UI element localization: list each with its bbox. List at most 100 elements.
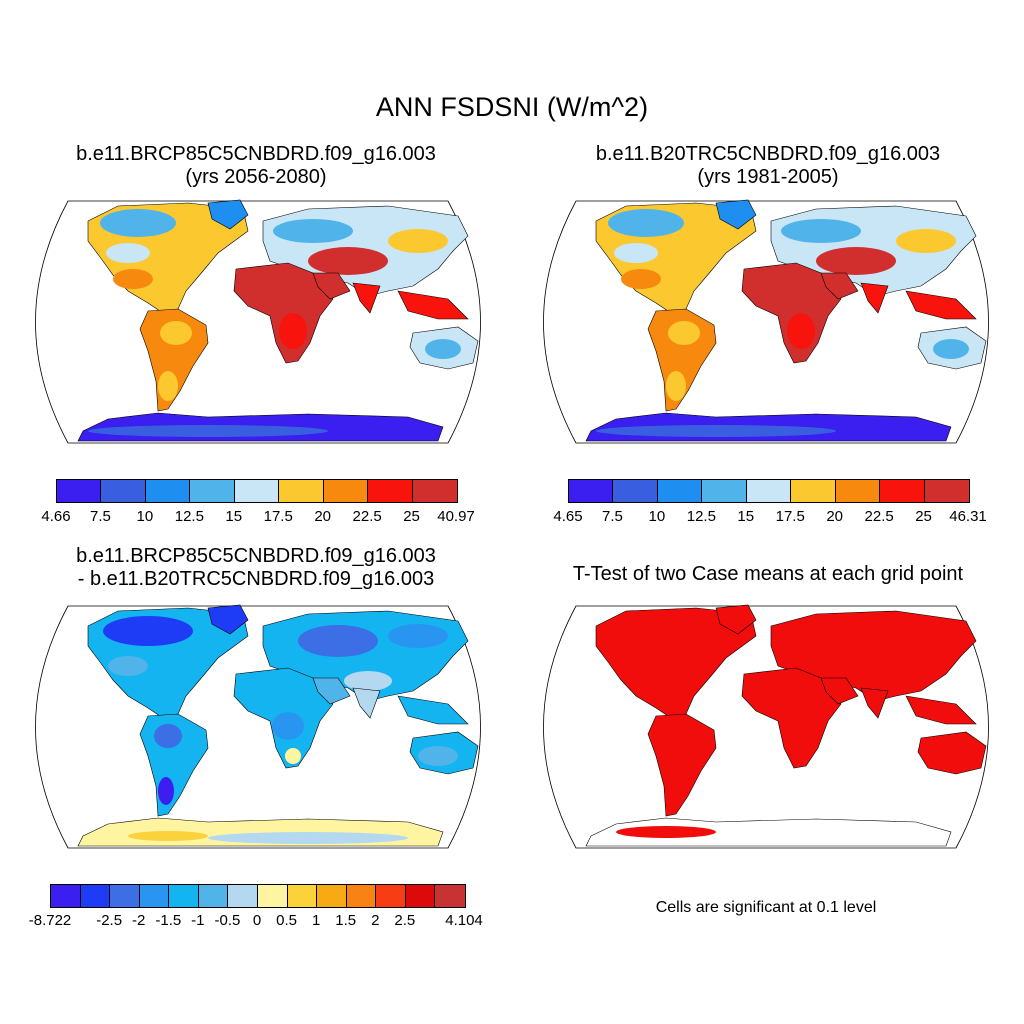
- colorbar-tick-label: 25: [915, 508, 932, 525]
- land-australia: [917, 731, 987, 775]
- colorbar-tick-label: -2.5: [96, 912, 123, 929]
- shade-eurasia: [388, 624, 448, 648]
- colorbar-swatch: [198, 885, 229, 907]
- colorbar-tick-label: 20: [314, 508, 331, 525]
- shade-eurasia: [896, 229, 956, 253]
- colorbar-tick-label: 12.5: [174, 508, 204, 525]
- land-south-america: [647, 713, 717, 817]
- colorbar-swatch: [405, 885, 436, 907]
- colorbar-tick-label: 17.5: [263, 508, 293, 525]
- shade-antarctica: [616, 826, 716, 838]
- colorbar-tick-label: 10: [648, 508, 666, 525]
- colorbar-tick-label: 0.5: [276, 912, 297, 929]
- colorbar-swatch: [101, 480, 146, 502]
- colorbar-swatch: [51, 885, 81, 907]
- panel-2-colorbar-labels: 4.65 7.5 10 12.5 15 17.5 20 22.5 25 46.31: [553, 508, 986, 528]
- shade-north-america: [103, 616, 193, 646]
- colorbar-swatch: [435, 885, 465, 907]
- panel-1-title: b.e11.BRCP85C5CNBDRD.f09_g16.003 (yrs 20…: [16, 143, 496, 189]
- panel-2-colorbar: [568, 479, 970, 503]
- land-india: [860, 687, 889, 719]
- shade-north-america: [608, 209, 684, 237]
- shade-antarctica: [128, 831, 208, 841]
- colorbar-swatch: [791, 480, 836, 502]
- shade-australia: [933, 339, 969, 359]
- shade-eurasia: [388, 229, 448, 253]
- shade-eurasia: [344, 671, 392, 691]
- colorbar-swatch: [368, 480, 413, 502]
- colorbar-tick-label: 12.5: [686, 508, 716, 525]
- panel-1-colorbar-labels: 4.66 7.5 10 12.5 15 17.5 20 22.5 25 40.97: [41, 508, 474, 528]
- panel-1-title-line2: (yrs 2056-2080): [185, 166, 327, 188]
- colorbar-tick-label: 1.5: [335, 912, 357, 929]
- shade-eurasia: [273, 219, 353, 243]
- colorbar-swatch: [613, 480, 658, 502]
- panel-4-title: T-Test of two Case means at each grid po…: [572, 563, 964, 585]
- shade-africa: [285, 748, 301, 764]
- land-india: [860, 282, 889, 314]
- panel-3-title: b.e11.BRCP85C5CNBDRD.f09_g16.003 - b.e11…: [16, 545, 496, 591]
- colorbar-tick-label: 46.31: [949, 508, 987, 525]
- colorbar-tick-label: 20: [826, 508, 843, 525]
- colorbar-tick-label: -2: [132, 912, 146, 929]
- panel-2-title-line2: (yrs 1981-2005): [697, 166, 839, 188]
- panel-2-title-line1: b.e11.B20TRC5CNBDRD.f09_g16.003: [595, 143, 941, 165]
- colorbar-swatch: [228, 885, 258, 907]
- panel-3-map: [35, 604, 481, 849]
- shade-north-america: [614, 243, 658, 263]
- shade-south-america: [668, 321, 700, 345]
- shade-north-america: [113, 269, 153, 289]
- colorbar-tick-label: 4.65: [553, 508, 583, 525]
- colorbar-swatch: [57, 480, 102, 502]
- land-se-asia: [397, 695, 469, 725]
- shade-north-america: [100, 209, 176, 237]
- figure-title: ANN FSDSNI (W/m^2): [375, 92, 649, 122]
- colorbar-swatch: [279, 480, 324, 502]
- colorbar-swatch: [746, 480, 792, 502]
- shade-africa: [272, 712, 304, 740]
- panel-2-map: [543, 199, 989, 444]
- colorbar-swatch: [169, 885, 199, 907]
- colorbar-tick-label: -1: [191, 912, 205, 929]
- colorbar-tick-label: 4.66: [41, 508, 71, 525]
- colorbar-swatch: [412, 480, 457, 502]
- panel-3-colorbar: [50, 884, 466, 908]
- panel-3-colorbar-labels: -8.722 -2.5 -2 -1.5 -1 -0.5 0 0.5 1 1.5 2 2.5 4.104: [29, 912, 483, 932]
- colorbar-tick-label: 22.5: [864, 508, 894, 525]
- land-greenland: [207, 199, 249, 230]
- shade-australia: [418, 746, 458, 766]
- panel-1-colorbar: [56, 479, 458, 503]
- shade-australia: [425, 339, 461, 359]
- shade-antarctica: [88, 425, 328, 437]
- land-se-asia: [905, 695, 977, 725]
- colorbar-swatch: [657, 480, 703, 502]
- shade-south-america: [666, 371, 686, 401]
- land-se-asia: [905, 290, 977, 320]
- land-arabia: [820, 677, 859, 705]
- colorbar-swatch: [924, 480, 969, 502]
- colorbar-swatch: [702, 480, 747, 502]
- colorbar-tick-label: 1: [311, 912, 321, 929]
- colorbar-tick-label: -8.722: [28, 912, 72, 929]
- colorbar-tick-label: 2.5: [394, 912, 416, 929]
- land-arabia: [820, 272, 859, 300]
- colorbar-swatch: [257, 885, 288, 907]
- colorbar-tick-label: 17.5: [775, 508, 805, 525]
- shade-eurasia: [816, 247, 896, 275]
- colorbar-swatch: [190, 480, 235, 502]
- colorbar-tick-label: 7.5: [602, 508, 623, 525]
- shade-south-america: [158, 777, 174, 805]
- colorbar-swatch: [880, 480, 925, 502]
- shade-north-america: [108, 656, 148, 676]
- colorbar-swatch: [234, 480, 280, 502]
- land-se-asia: [397, 290, 469, 320]
- land-india: [352, 282, 381, 314]
- land-greenland: [715, 199, 757, 230]
- land-greenland: [715, 604, 757, 635]
- colorbar-swatch: [376, 885, 406, 907]
- shade-eurasia: [781, 219, 861, 243]
- shade-antarctica: [596, 425, 836, 437]
- panel-1-map: [35, 199, 481, 444]
- shade-africa: [279, 313, 307, 349]
- panel-4-map: [543, 604, 989, 849]
